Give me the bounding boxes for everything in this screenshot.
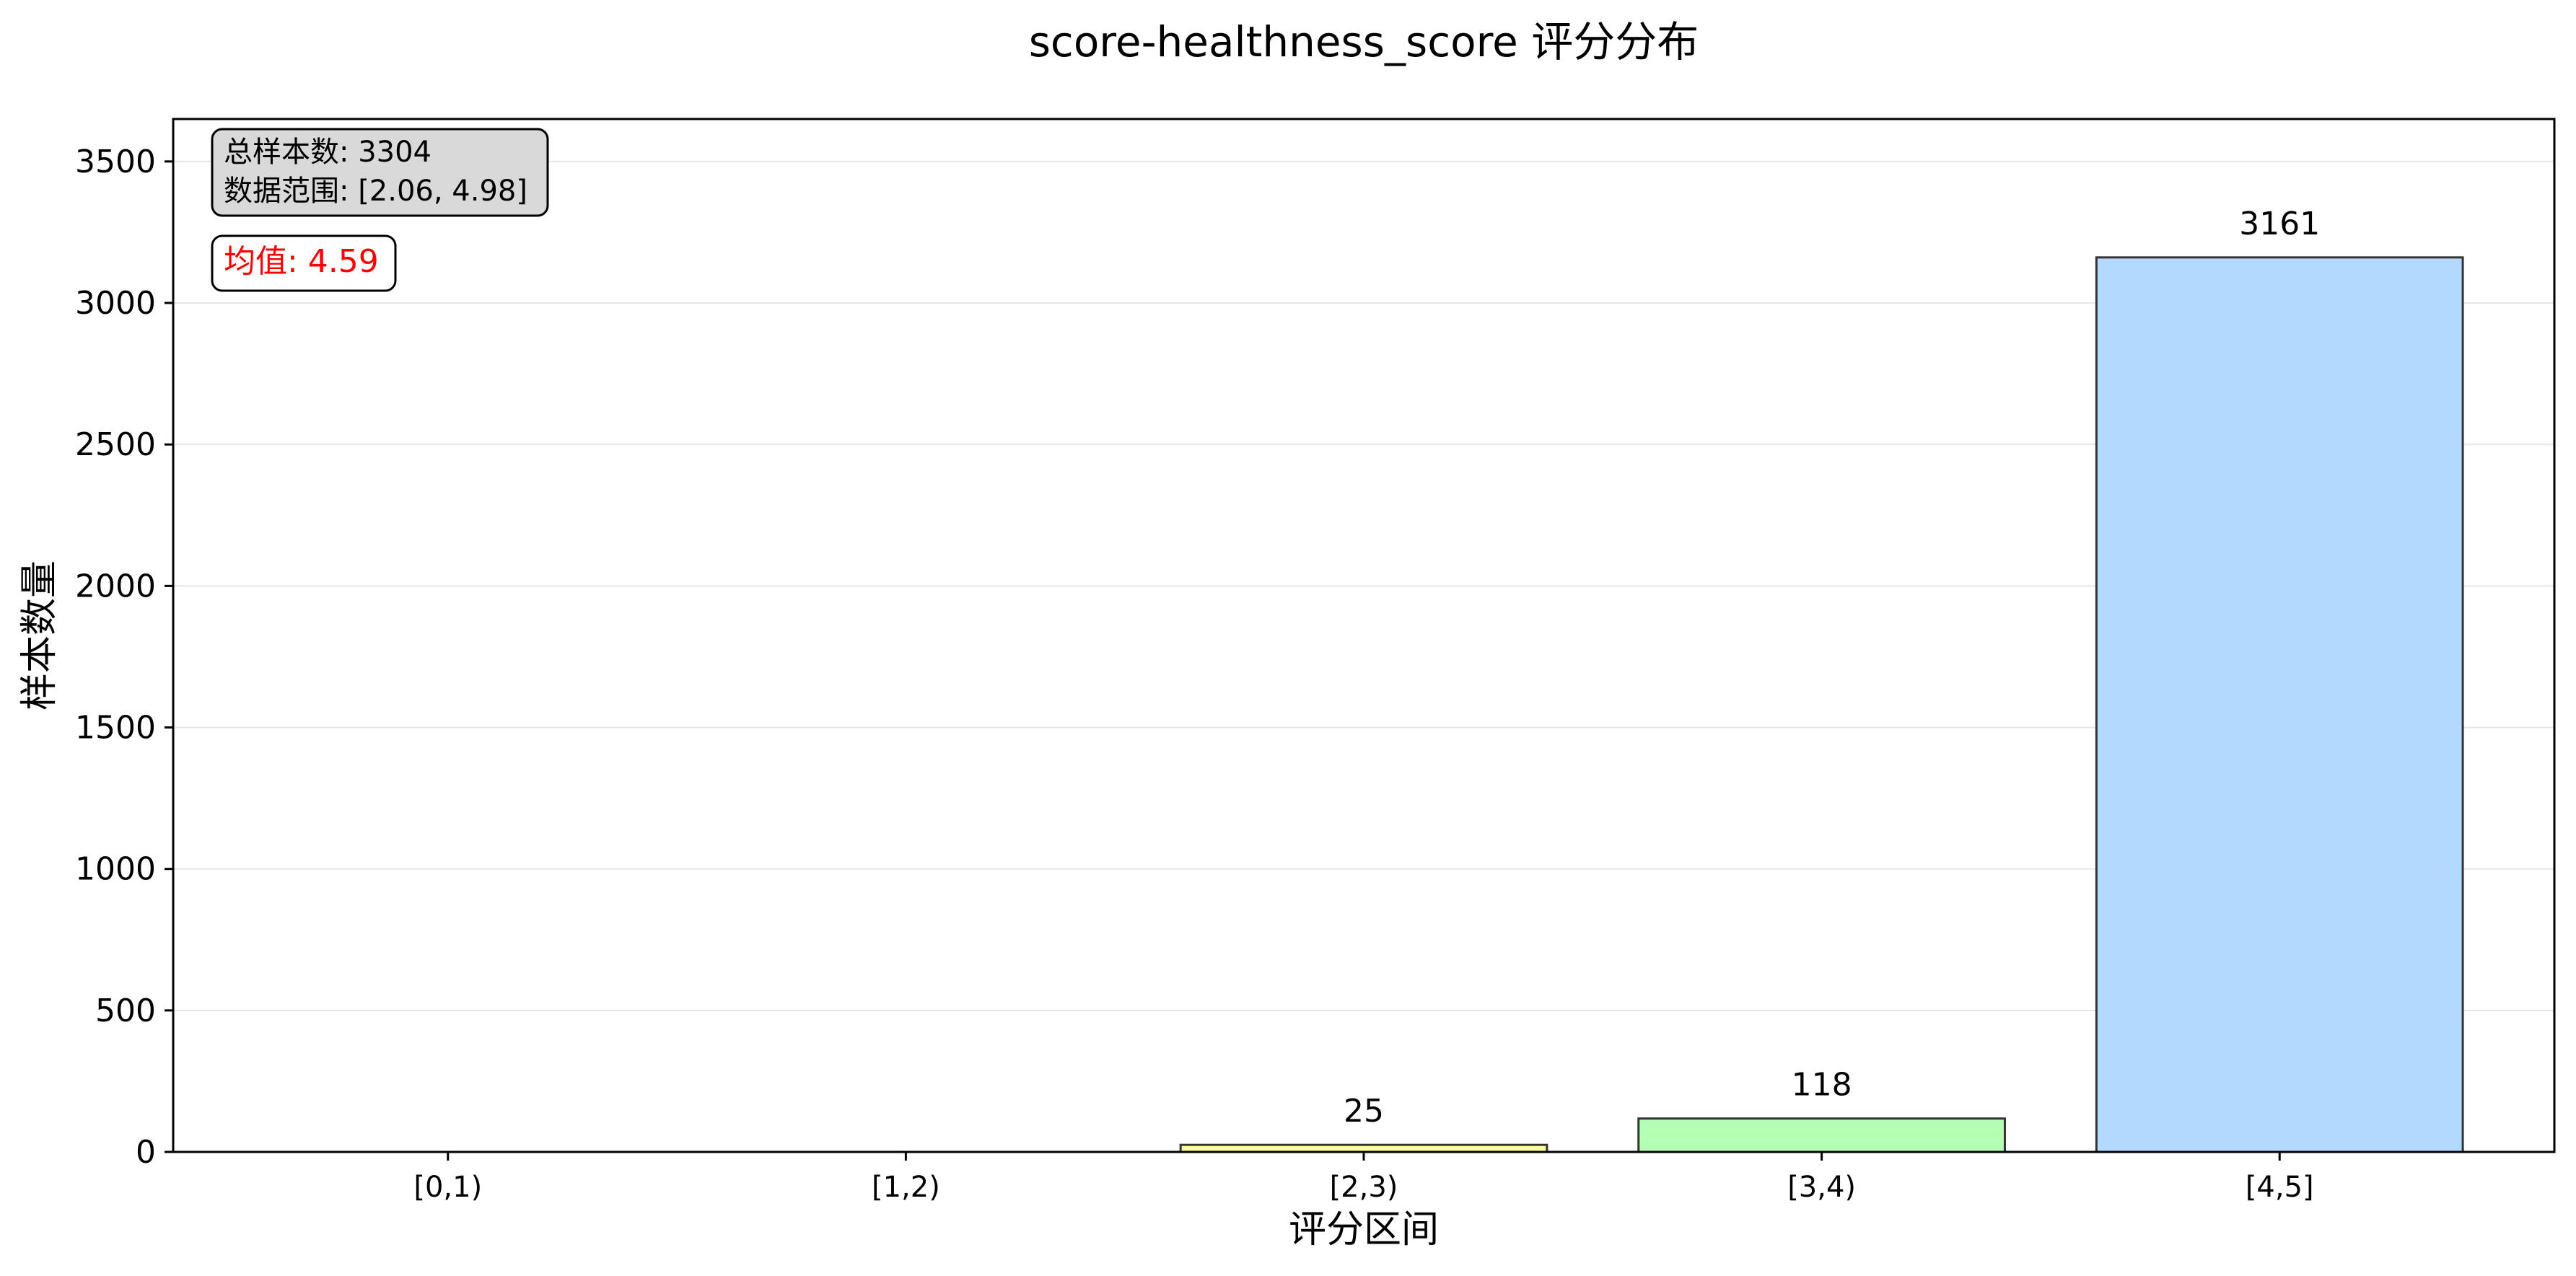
bar-3 bbox=[1637, 1117, 2006, 1153]
y-tick-label-2: 1000 bbox=[75, 851, 156, 888]
y-tick-label-4: 2000 bbox=[75, 568, 156, 604]
x-axis-ticks: [0,1) [1,2) [2,3) [3,4) [4,5] bbox=[413, 1152, 2314, 1204]
data-range-text: 数据范围: [2.06, 4.98] bbox=[224, 175, 527, 208]
mean-text: 均值: 4.59 bbox=[224, 243, 379, 280]
bar-value-label-2: 25 bbox=[1344, 1093, 1384, 1130]
x-tick-label-1: [1,2) bbox=[872, 1171, 940, 1204]
y-axis-label: 样本数量 bbox=[18, 560, 61, 710]
x-tick-label-0: [0,1) bbox=[413, 1171, 482, 1204]
bar-value-labels: 25 118 3161 bbox=[1344, 206, 2320, 1130]
bar-value-label-4: 3161 bbox=[2239, 206, 2320, 242]
info-box: 总样本数: 3304 数据范围: [2.06, 4.98] bbox=[211, 128, 549, 217]
chart-title: score-healthness_score 评分分布 bbox=[1029, 17, 1699, 66]
y-axis-ticks: 0 500 1000 1500 2000 2500 3000 3500 bbox=[75, 144, 173, 1171]
y-tick-label-3: 1500 bbox=[75, 710, 156, 747]
x-tick-label-2: [2,3) bbox=[1330, 1171, 1398, 1204]
bar-4 bbox=[2095, 256, 2464, 1153]
y-tick-label-7: 3500 bbox=[75, 144, 156, 180]
y-tick-label-0: 0 bbox=[136, 1134, 156, 1171]
bar-value-label-3: 118 bbox=[1792, 1067, 1852, 1104]
x-tick-label-4: [4,5] bbox=[2246, 1171, 2314, 1204]
grid-lines bbox=[173, 160, 2554, 1153]
mean-box-background bbox=[211, 234, 397, 292]
bars bbox=[1179, 256, 2464, 1153]
y-tick-label-5: 2500 bbox=[75, 426, 156, 463]
y-tick-label-6: 3000 bbox=[75, 285, 156, 322]
x-axis-label: 评分区间 bbox=[1289, 1208, 1439, 1251]
total-samples-text: 总样本数: 3304 bbox=[224, 136, 431, 169]
mean-box: 均值: 4.59 bbox=[211, 234, 397, 292]
info-box-background bbox=[211, 128, 549, 217]
x-tick-label-3: [3,4) bbox=[1787, 1171, 1856, 1204]
y-tick-label-1: 500 bbox=[95, 993, 156, 1029]
